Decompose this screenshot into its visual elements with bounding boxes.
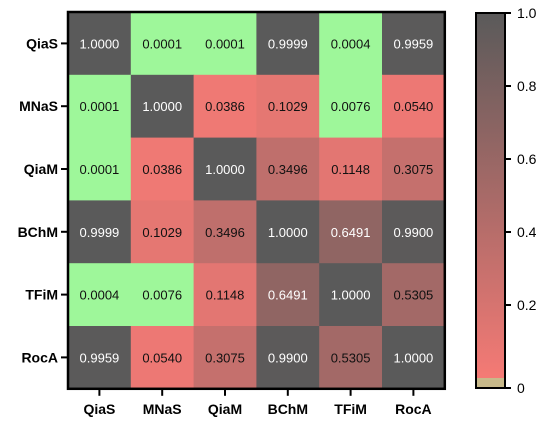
cell-value-label: 0.5305	[331, 350, 371, 365]
heatmap-cell	[319, 74, 383, 139]
heatmap-cell	[382, 12, 446, 76]
heatmap-cell	[256, 137, 320, 201]
y-tick-label: RocA	[21, 349, 58, 365]
heatmap-cell	[319, 326, 383, 390]
heatmap-frame	[66, 10, 447, 391]
heatmap-cell	[319, 263, 383, 327]
cell-value-label: 1.0000	[80, 36, 120, 51]
cell-value-label: 0.0001	[80, 99, 120, 114]
y-tick-label: QiaS	[26, 35, 58, 51]
heatmap-cell	[319, 200, 383, 264]
heatmap-cell	[130, 137, 195, 201]
cell-value-label: 0.1148	[206, 288, 245, 303]
cell-value-label: 0.0001	[80, 162, 120, 177]
x-tick-label: QiaS	[83, 401, 115, 417]
colorbar-tick-label: 0.2	[517, 297, 537, 313]
cell-value-label: 0.3075	[205, 350, 245, 365]
heatmap-cells: 1.0000 0.0001 0.0001 0.9999 0.0004 0.9959 0.00…	[68, 12, 446, 390]
colorbar-gradient	[476, 13, 505, 378]
heatmap-cell	[319, 137, 383, 201]
x-tick-label: QiaM	[208, 401, 242, 417]
heatmap-cell	[130, 74, 195, 139]
heatmap-cell	[68, 74, 132, 139]
heatmap-cell	[130, 200, 195, 264]
heatmap-cell	[256, 74, 320, 139]
heatmap-cell	[382, 200, 446, 264]
cell-value-label: 0.9900	[394, 225, 434, 240]
heatmap-cell	[256, 263, 320, 327]
cell-value-label: 0.9999	[268, 36, 308, 51]
cell-value-label: 0.3496	[268, 162, 308, 177]
heatmap-cell	[68, 326, 132, 390]
y-tick-label: QiaM	[24, 161, 58, 177]
y-tick-label: MNaS	[19, 98, 58, 114]
cell-value-label: 1.0000	[331, 288, 371, 303]
colorbar-tick-label: 0.6	[517, 151, 537, 167]
heatmap-cell	[130, 12, 195, 76]
cell-value-label: 0.9959	[394, 36, 434, 51]
cell-value-label: 0.5305	[394, 288, 434, 303]
cell-value-label: 0.0540	[394, 99, 434, 114]
colorbar-floor-segment	[476, 378, 505, 388]
y-tick-label: TFiM	[25, 287, 58, 303]
heatmap-cell	[256, 326, 320, 390]
cell-value-label: 0.6491	[331, 225, 371, 240]
cell-value-label: 0.9900	[268, 350, 308, 365]
cell-value-label: 0.0004	[331, 36, 371, 51]
heatmap-cell	[256, 200, 320, 264]
colorbar: 0 0.2 0.4 0.6 0.8 1.0	[475, 5, 537, 396]
cell-value-label: 0.3496	[205, 225, 245, 240]
cell-value-label: 0.0076	[142, 288, 182, 303]
colorbar-tick-label: 0.8	[517, 78, 537, 94]
cell-value-label: 0.9999	[80, 225, 120, 240]
x-tick-label: TFiM	[334, 401, 367, 417]
heatmap-cell	[193, 200, 257, 264]
heatmap-cell	[382, 326, 446, 390]
cell-value-label: 0.0001	[142, 36, 182, 51]
cell-value-label: 0.0386	[142, 162, 182, 177]
cell-value-label: 1.0000	[394, 350, 434, 365]
heatmap-cell	[193, 137, 257, 201]
cell-value-label: 0.9959	[80, 350, 120, 365]
cell-value-label: 0.0386	[205, 99, 245, 114]
heatmap-cell	[382, 137, 446, 201]
cell-value-label: 0.0001	[205, 36, 245, 51]
heatmap-cell	[382, 263, 446, 327]
colorbar-frame	[475, 12, 506, 389]
cell-value-label: 0.6491	[268, 288, 308, 303]
heatmap-cell	[256, 12, 320, 76]
heatmap-cell	[382, 74, 446, 139]
cell-value-label: 0.1029	[142, 225, 182, 240]
x-tick-label: RocA	[395, 401, 432, 417]
cell-value-label: 0.0076	[331, 99, 371, 114]
heatmap-cell	[130, 263, 195, 327]
heatmap-cell	[130, 326, 195, 390]
cell-value-label: 1.0000	[142, 99, 182, 114]
colorbar-tick-label: 1.0	[517, 5, 537, 21]
heatmap-cell	[193, 263, 257, 327]
heatmap-cell	[68, 12, 132, 76]
heatmap-cell	[193, 12, 257, 76]
heatmap-cell	[193, 326, 257, 390]
cell-value-label: 0.1029	[268, 99, 308, 114]
heatmap-axes: QiaS QiaS MNaS MNaS QiaM QiaM BChM BChM TFiM TFiM…	[18, 35, 432, 416]
colorbar-tick-label: 0	[517, 380, 525, 396]
cell-value-label: 0.3075	[394, 162, 434, 177]
y-tick-label: BChM	[18, 224, 58, 240]
heatmap-cell	[319, 12, 383, 76]
cell-value-label: 0.1148	[331, 162, 370, 177]
x-tick-label: MNaS	[143, 401, 182, 417]
x-tick-label: BChM	[268, 401, 308, 417]
cell-value-label: 0.0540	[142, 350, 182, 365]
colorbar-tick-label: 0.4	[517, 224, 537, 240]
heatmap-cell	[68, 137, 132, 201]
cell-value-label: 1.0000	[205, 162, 245, 177]
cell-value-label: 0.0004	[80, 288, 120, 303]
heatmap-cell	[68, 263, 132, 327]
cell-value-label: 1.0000	[268, 225, 308, 240]
heatmap-cell	[193, 74, 257, 139]
heatmap-cell	[68, 200, 132, 264]
